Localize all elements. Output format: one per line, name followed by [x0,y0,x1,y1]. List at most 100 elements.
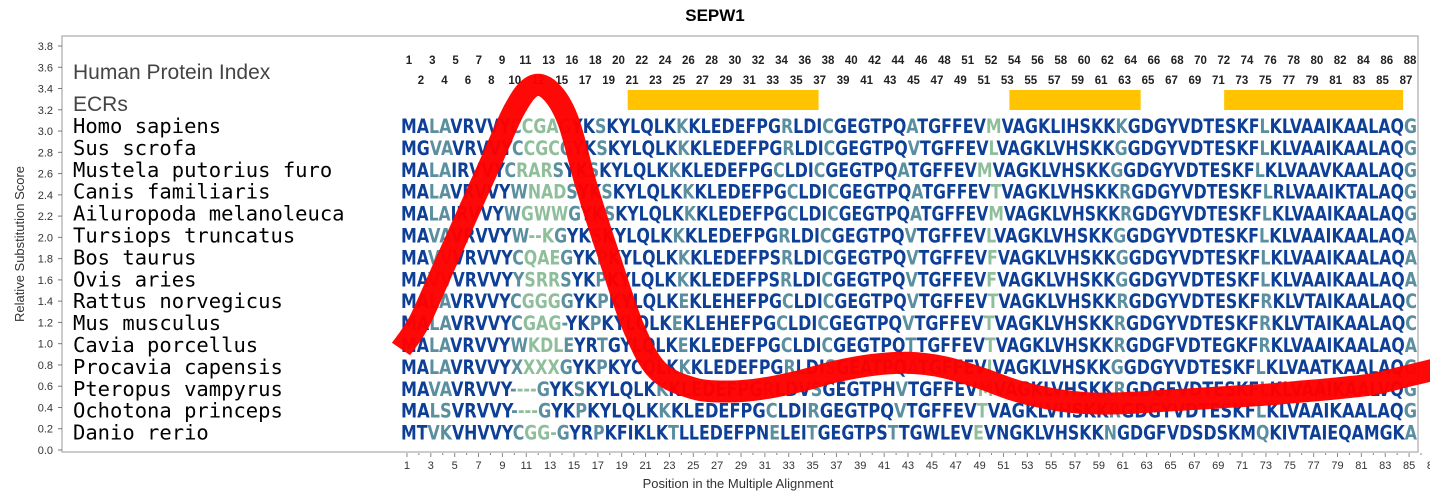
x-tick-label: 51 [997,460,1009,472]
residue: I [814,225,820,248]
residue: A [1301,137,1313,160]
residue: V [488,225,500,248]
residue: R [586,334,598,357]
residue: Q [1391,334,1404,357]
index-bottom-label: 77 [1282,75,1295,87]
x-tick-label: 71 [1236,460,1248,472]
residue: D [705,400,718,423]
residue: P [744,422,756,445]
residue: C [776,312,788,335]
residue: E [973,422,984,445]
residue: R [1273,181,1285,204]
residue: F [952,225,963,248]
x-tick-label: 19 [616,460,628,472]
residue: T [1347,181,1358,204]
residue: F [941,225,952,248]
residue: G [1152,312,1165,335]
residue: A [537,246,549,269]
residue: I [817,290,823,313]
residue: Y [566,225,579,248]
residue: T [872,137,883,160]
residue: G [833,268,846,291]
residue: L [1282,115,1292,138]
y-tick-label: 1.0 [38,339,53,351]
residue: F [747,137,758,160]
residue: P [756,115,768,138]
residue: I [451,159,457,182]
residue: E [737,356,748,379]
chart-title: SEPW1 [685,6,745,25]
residue: V [974,115,986,138]
index-bottom-label: 83 [1353,75,1366,87]
residue: S [524,268,535,291]
residue: H [1067,290,1080,313]
residue: L [1263,181,1273,204]
residue: K [1103,115,1116,138]
residue: F [738,159,749,182]
residue: F [746,268,757,291]
residue: A [1315,290,1327,313]
residue: L [1282,137,1292,160]
residue: L [785,159,795,182]
residue: G [535,290,548,313]
residue: A [1301,225,1313,248]
residue: G [856,225,869,248]
x-tick-label: 63 [1141,460,1153,472]
residue: G [769,290,782,313]
residue: L [1035,422,1045,445]
residue: V [475,312,487,335]
residue: L [1050,115,1060,138]
residue: H [1067,246,1080,269]
residue: K [1101,225,1114,248]
residue: S [596,137,607,160]
residue: A [1379,334,1391,357]
residue: D [729,203,742,226]
residue: D [1145,203,1158,226]
residue: E [723,422,734,445]
residue: F [1250,246,1261,269]
residue: A [439,115,451,138]
residue: C [817,312,829,335]
index-top-label: 24 [659,55,672,67]
residue: E [718,203,729,226]
residue: E [846,334,857,357]
residue: P [885,203,896,226]
residue: K [583,268,596,291]
residue: S [1068,422,1079,445]
residue: F [946,181,957,204]
residue: L [1370,290,1380,313]
residue: Q [1338,422,1351,445]
residue: G [521,203,534,226]
y-tick-label: 1.8 [38,254,53,266]
residue: L [702,137,712,160]
x-tick-label: 49 [973,460,985,472]
residue: G [844,400,857,423]
residue: S [1225,115,1236,138]
residue: K [664,268,677,291]
residue: K [1228,422,1241,445]
residue: L [429,312,439,335]
residue: K [1095,181,1108,204]
residue: G [1117,422,1130,445]
residue: Q [1391,225,1405,248]
residue: K [1098,159,1111,182]
residue: A [1006,312,1018,335]
residue: T [862,159,873,182]
residue: V [452,400,465,423]
residue: G [919,159,932,182]
residue: L [693,159,703,182]
residue: K [1237,268,1250,291]
residue: Q [1391,115,1404,138]
residue: C [1405,290,1417,313]
residue: K [528,334,541,357]
residue: Q [894,137,907,160]
species-label: Cavia porcellus [73,333,258,357]
x-tick-label: 31 [759,460,771,472]
residue: S [1085,203,1096,226]
sequence-row: MALAIRVVYWGWWGYKSKYLQLKKKLEDEFPGCLDICGEG… [401,203,1417,226]
residue: V [475,356,487,379]
residue: K [578,225,591,248]
residue: Q [880,400,894,423]
residue: D [1141,115,1154,138]
residue: R [1114,312,1126,335]
